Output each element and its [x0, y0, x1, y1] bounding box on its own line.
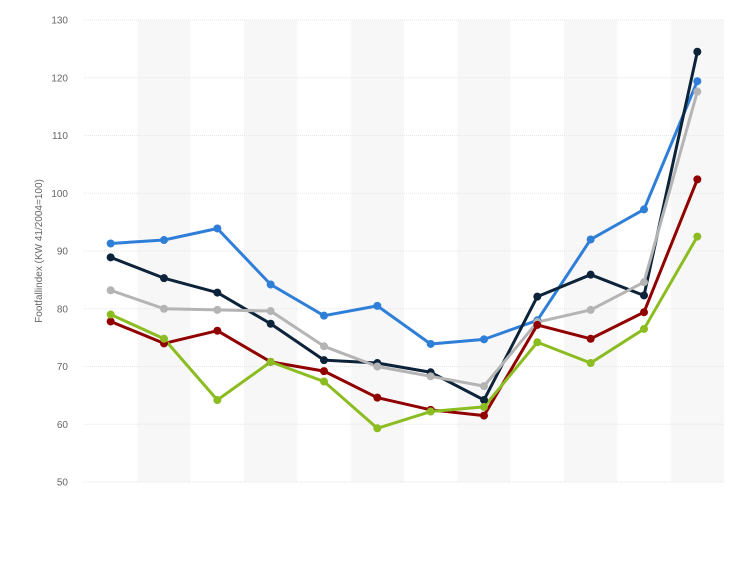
data-point: [693, 87, 702, 96]
y-tick-label: 90: [57, 247, 69, 258]
data-point: [586, 305, 595, 314]
data-point: [213, 305, 222, 314]
data-point: [640, 324, 648, 333]
data-point: [160, 236, 168, 245]
data-point: [586, 334, 595, 343]
data-point: [533, 338, 542, 347]
y-axis-tick-labels: 50 60 70 80 90 100 110 120 130: [51, 16, 68, 489]
data-point: [320, 367, 328, 376]
data-point: [106, 239, 115, 248]
data-point: [480, 411, 488, 420]
data-point: [693, 232, 702, 241]
y-tick-label: 100: [51, 189, 68, 200]
data-point: [640, 308, 648, 317]
series-line-3: [109, 90, 699, 388]
data-point: [640, 278, 648, 287]
data-point: [640, 291, 648, 300]
data-point: [533, 320, 542, 329]
data-point: [213, 395, 222, 404]
series-line-2: [109, 50, 699, 402]
data-point: [160, 304, 168, 313]
data-point: [693, 47, 702, 56]
series-lines: [109, 50, 699, 430]
data-point: [693, 77, 702, 86]
y-tick-label: 130: [51, 16, 68, 27]
data-point: [480, 402, 488, 411]
y-tick-label: 70: [57, 362, 69, 373]
data-point: [373, 362, 382, 371]
data-point: [213, 224, 222, 233]
data-point: [320, 377, 328, 386]
data-point: [106, 317, 115, 326]
y-tick-label: 60: [57, 420, 69, 431]
data-point: [320, 311, 328, 320]
data-point: [426, 339, 435, 348]
data-point: [640, 205, 648, 214]
y-tick-label: 120: [51, 73, 68, 84]
data-point: [213, 288, 222, 297]
data-point: [266, 307, 275, 316]
data-point: [373, 393, 382, 402]
data-point: [480, 382, 488, 391]
y-tick-label: 110: [52, 131, 68, 142]
data-point: [586, 270, 595, 279]
data-point: [480, 335, 488, 344]
data-point: [373, 424, 382, 433]
data-point: [160, 334, 168, 343]
data-point: [533, 292, 542, 301]
y-tick-label: 50: [57, 478, 69, 489]
data-point: [160, 274, 168, 283]
data-point: [266, 319, 275, 328]
data-point: [480, 395, 488, 404]
data-point: [693, 175, 702, 184]
data-point: [320, 342, 328, 351]
series-line-1: [109, 79, 699, 346]
y-axis-title: Footfallindex (KW 41/2004=100): [34, 179, 45, 323]
data-point: [106, 286, 115, 295]
data-point: [106, 253, 115, 262]
data-point: [426, 407, 435, 416]
data-point: [266, 280, 275, 289]
column-band: [350, 20, 404, 482]
data-point: [426, 372, 435, 381]
data-point: [320, 356, 328, 365]
series-line-5: [109, 235, 699, 430]
data-point: [266, 357, 275, 366]
y-tick-label: 80: [57, 304, 69, 315]
series-points: [106, 47, 702, 433]
data-point: [586, 359, 595, 368]
series-line-4: [109, 177, 699, 418]
data-point: [106, 310, 115, 319]
data-point: [373, 301, 382, 310]
data-point: [586, 235, 595, 244]
data-point: [213, 326, 222, 335]
